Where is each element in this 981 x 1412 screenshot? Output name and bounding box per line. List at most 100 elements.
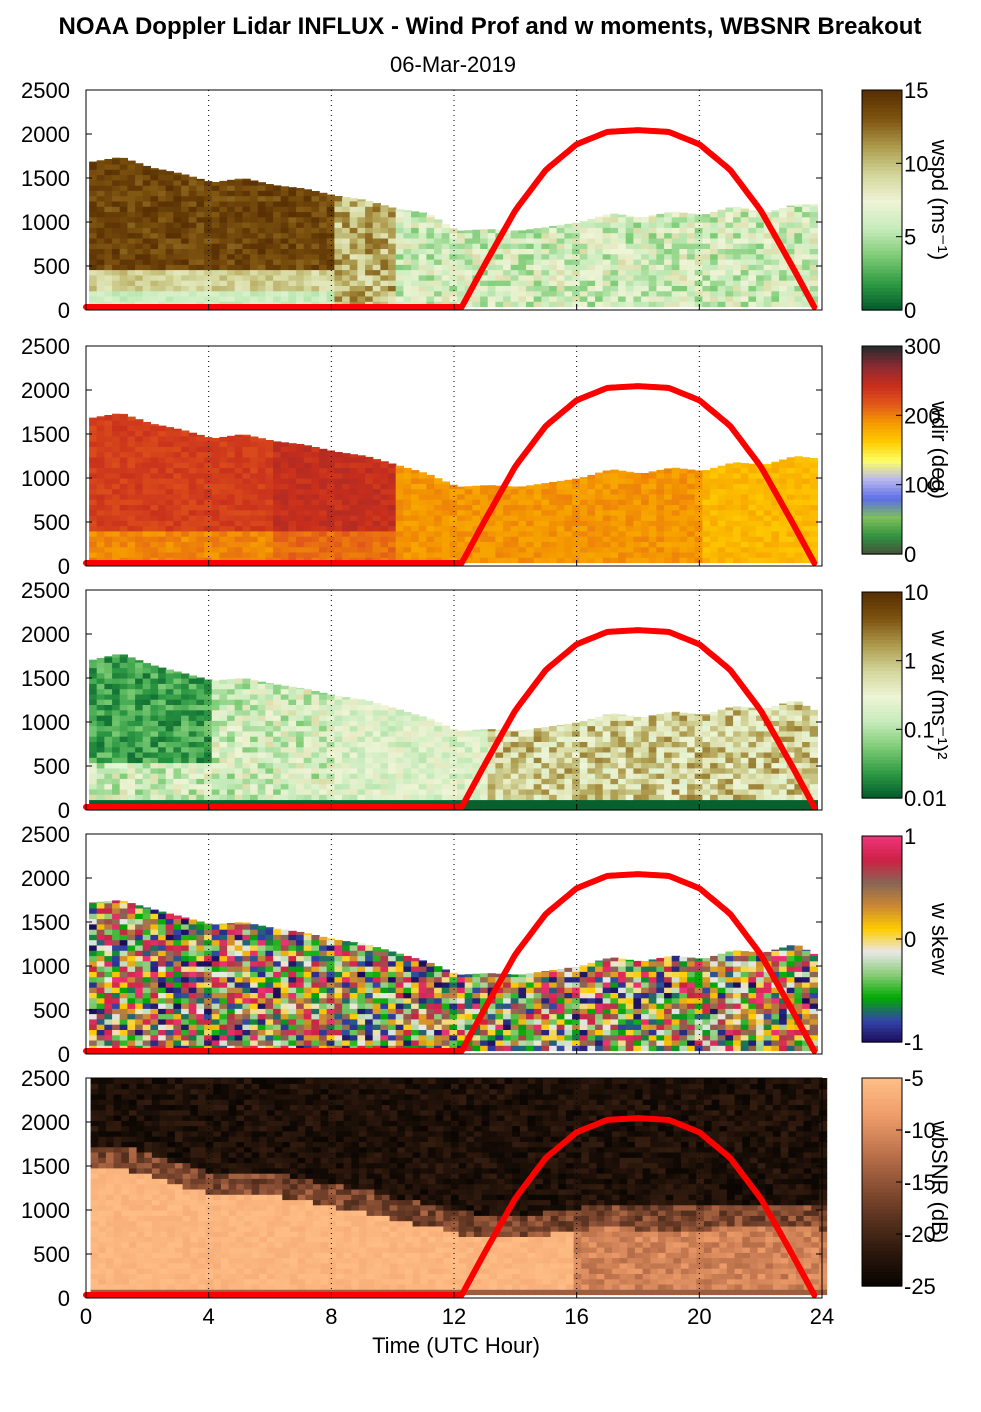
wspd-cell (326, 269, 335, 276)
wdir-cell (495, 557, 504, 564)
wdir-cell (265, 472, 274, 479)
wdir-cell (633, 536, 642, 542)
wspd-cell (610, 227, 619, 234)
wspd-cell (303, 195, 312, 202)
wdir-cell (771, 462, 780, 469)
wvar-cell (296, 687, 305, 690)
wvar-cell (127, 762, 136, 769)
wdir-cell (89, 493, 98, 500)
wdir-cell (112, 467, 121, 474)
wdir-cell (165, 446, 174, 453)
wdir-cell (418, 472, 427, 479)
wspd-cell (96, 211, 105, 218)
wdir-cell (503, 486, 512, 490)
wdir-cell (196, 483, 205, 490)
wvar-cell (96, 794, 105, 801)
wvar-cell (142, 672, 151, 679)
wdir-cell (357, 472, 366, 479)
wspd-cell (518, 274, 527, 281)
wvar-cell (150, 746, 159, 753)
wspd-cell (802, 253, 811, 260)
wspd-cell (234, 290, 243, 297)
wdir-cell (664, 536, 673, 542)
wspd-cell (733, 259, 742, 265)
wspd-cell (786, 222, 795, 228)
wspd-cell (641, 227, 650, 234)
wdir-cell (89, 551, 98, 558)
wvar-cell (234, 678, 243, 684)
wdir-cell (127, 520, 136, 527)
wvar-cell (273, 709, 282, 716)
wspd-cell (280, 222, 289, 228)
wspd-cell (219, 248, 228, 255)
wspd-cell (449, 274, 458, 281)
wspd-cell (457, 280, 466, 286)
wspd-cell (403, 248, 412, 255)
wdir-cell (434, 520, 443, 527)
wdir-cell (526, 520, 535, 527)
wdir-cell (89, 536, 98, 542)
wdir-cell (664, 472, 673, 479)
wspd-cell (388, 243, 397, 249)
wvar-cell (303, 762, 312, 769)
wspd-cell (326, 248, 335, 255)
wdir-cell (740, 557, 749, 564)
wspd-cell (196, 195, 205, 202)
wdir-cell (372, 515, 381, 521)
wdir-cell (158, 456, 167, 463)
wdir-cell (135, 435, 144, 442)
wspd-cell (234, 227, 243, 234)
wvar-cell (303, 736, 312, 742)
wdir-cell (234, 546, 243, 553)
wdir-cell (671, 520, 680, 527)
wdir-cell (326, 504, 335, 511)
wdir-cell (242, 483, 251, 490)
wvar-cell (96, 751, 105, 758)
wvar-cell (112, 715, 121, 721)
wspd-cell (196, 206, 205, 213)
wspd-cell (211, 274, 220, 281)
wvar-cell (296, 794, 305, 801)
wvar-cell (181, 725, 190, 732)
wdir-colorbar-swatch (862, 349, 902, 354)
wvar-cell (181, 762, 190, 769)
wdir-cell (273, 493, 282, 500)
wspd-colorbar-swatch (862, 112, 902, 117)
wdir-cell (664, 515, 673, 521)
wspd-cell (296, 188, 305, 191)
wspd-cell (725, 280, 734, 286)
wdir-cell (418, 488, 427, 495)
wvar-cell (296, 778, 305, 785)
wspd-cell (503, 295, 512, 302)
wspd-cell (763, 227, 772, 234)
wdir-cell (725, 504, 734, 511)
wvar-cell (196, 709, 205, 716)
wvar-cell (188, 683, 197, 690)
chart-date: 06-Mar-2019 (390, 52, 516, 77)
wdir-cell (702, 536, 711, 542)
wspd-cell (303, 232, 312, 239)
wvar-cell (127, 778, 136, 785)
wdir-cell (656, 499, 665, 505)
wspd-cell (365, 232, 374, 239)
wdir-cell (242, 435, 251, 442)
wvar-cell (96, 783, 105, 790)
wspd-cell (687, 264, 696, 271)
wvar-cell (349, 751, 358, 758)
wdir-cell (250, 551, 259, 558)
wvar-cell (242, 741, 251, 748)
wvar-cell (273, 799, 282, 806)
wvar-cell (227, 799, 236, 806)
wdir-cell (349, 483, 358, 490)
wvar-cell (234, 715, 243, 721)
wspd-cell (441, 280, 450, 286)
wspd-cell (710, 259, 719, 265)
wdir-cell (756, 488, 765, 495)
wspd-cell (296, 216, 305, 223)
wdir-cell (602, 504, 611, 511)
wdir-cell (372, 499, 381, 505)
wspd-cell (472, 264, 481, 271)
wspd-cell (380, 206, 389, 213)
wdir-cell (549, 520, 558, 527)
wdir-cell (549, 509, 558, 516)
